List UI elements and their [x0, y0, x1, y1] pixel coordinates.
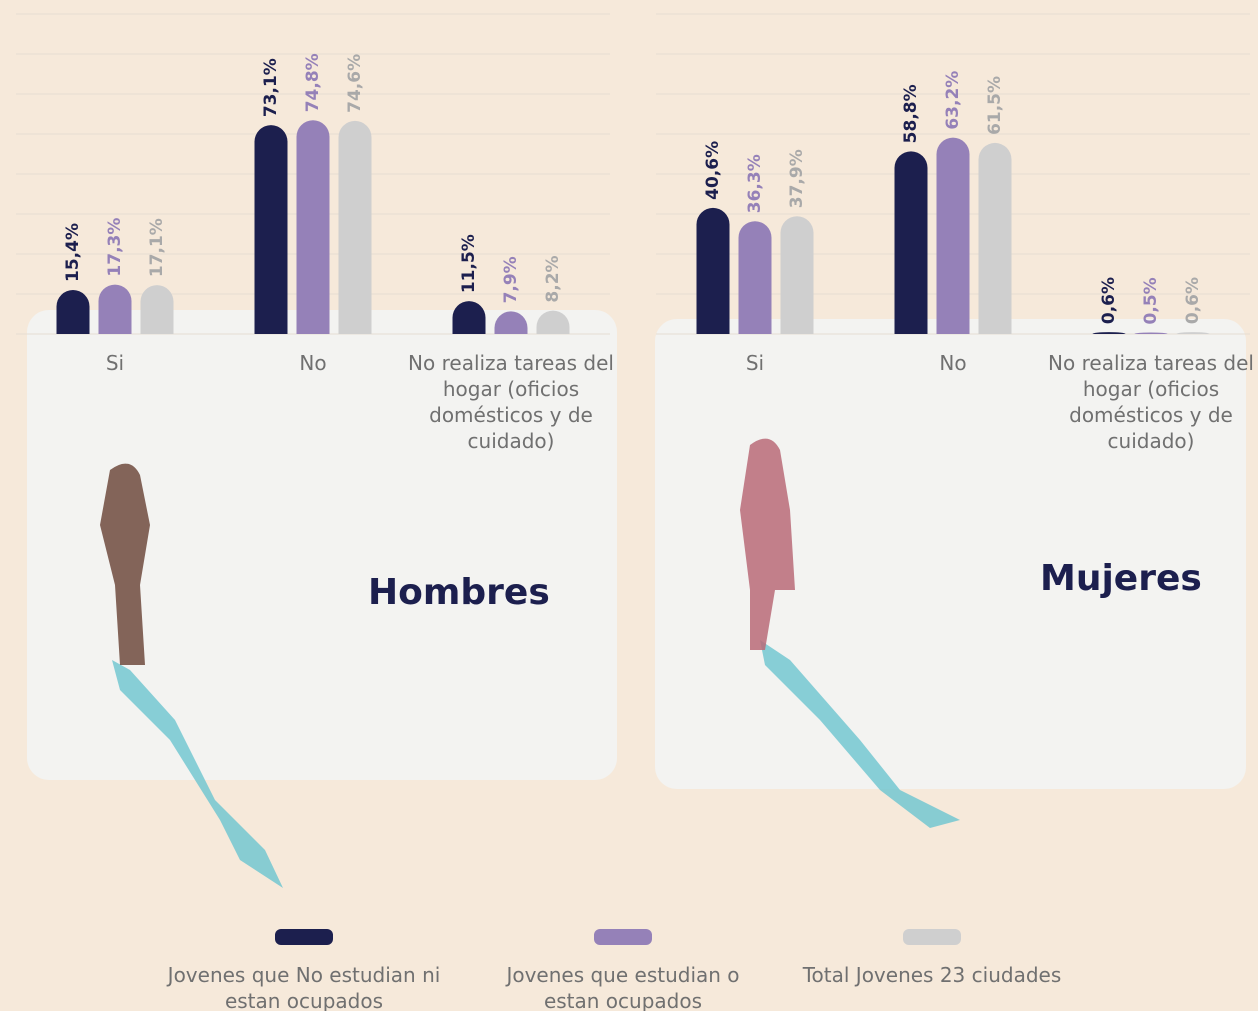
- value-label: 17,1%: [147, 218, 167, 277]
- value-label: 40,6%: [703, 141, 723, 200]
- value-label: 74,6%: [345, 54, 365, 113]
- bar: [937, 138, 970, 334]
- value-label: 15,4%: [63, 223, 83, 282]
- bar: [57, 290, 90, 334]
- value-label: 63,2%: [943, 71, 963, 130]
- bar: [255, 125, 288, 334]
- chart: 15,4% 17,3% 17,1% 73,1% 74,8% 74,6% 11,5% 7,9% 8…: [0, 0, 1258, 1011]
- legend-label: Total Jovenes 23 ciudades: [787, 962, 1077, 988]
- legend-label: Jovenes que No estudian ni estan ocupado…: [159, 962, 449, 1011]
- value-label: 61,5%: [985, 76, 1005, 135]
- legend-swatch: [594, 929, 652, 945]
- bar: [453, 301, 486, 334]
- bar: [739, 221, 772, 334]
- value-label: 36,3%: [745, 154, 765, 213]
- bar: [99, 285, 132, 334]
- value-label: 11,5%: [459, 234, 479, 293]
- x-tick-label: No realiza tareas del hogar (oficios dom…: [1033, 350, 1258, 454]
- page: 15,4% 17,3% 17,1% 73,1% 74,8% 74,6% 11,5% 7,9% 8…: [0, 0, 1258, 1011]
- panel-title: Hombres: [368, 572, 550, 613]
- value-label: 74,8%: [303, 53, 323, 112]
- legend-swatch: [903, 929, 961, 945]
- value-label: 58,8%: [901, 84, 921, 143]
- value-label: 37,9%: [787, 149, 807, 208]
- bar: [979, 143, 1012, 334]
- value-label: 8,2%: [543, 255, 563, 302]
- value-label: 73,1%: [261, 58, 281, 117]
- value-label: 17,3%: [105, 218, 125, 277]
- value-label: 0,5%: [1141, 277, 1161, 324]
- value-label: 7,9%: [501, 256, 521, 303]
- bar: [781, 216, 814, 334]
- bar: [339, 121, 372, 334]
- bar: [141, 285, 174, 334]
- legend-label: Jovenes que estudian o estan ocupados: [478, 962, 768, 1011]
- bar: [297, 120, 330, 334]
- panel-title: Mujeres: [1040, 558, 1202, 599]
- value-label: 0,6%: [1099, 277, 1119, 324]
- bar: [895, 151, 928, 334]
- legend-swatch: [275, 929, 333, 945]
- bar: [697, 208, 730, 334]
- x-tick-label: No realiza tareas del hogar (oficios dom…: [393, 350, 629, 454]
- value-label: 0,6%: [1183, 277, 1203, 324]
